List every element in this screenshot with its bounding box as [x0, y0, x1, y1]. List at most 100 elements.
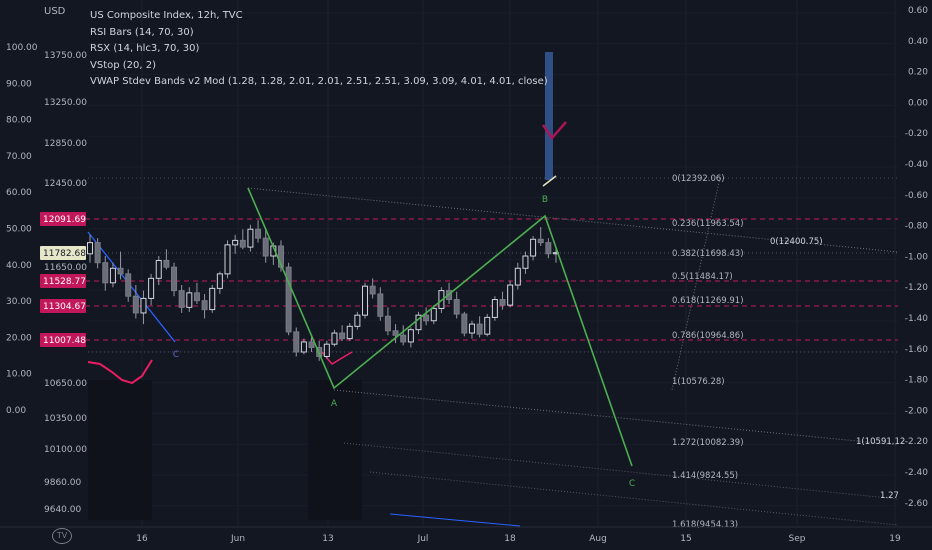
right-axis-tick: -0.60: [905, 191, 929, 201]
osc-axis-tick: 10.00: [6, 370, 32, 380]
osc-axis-tick: 80.00: [6, 116, 32, 126]
candle-body: [186, 292, 193, 308]
currency-label: USD: [44, 6, 66, 17]
price-badge: [40, 212, 86, 226]
candle-body: [530, 238, 537, 257]
candle-body: [362, 285, 369, 316]
time-axis-tick: 19: [889, 534, 901, 544]
price-axis-tick: 10650.00: [44, 379, 87, 389]
right-axis-tick: -2.40: [905, 468, 929, 478]
trend-line-blue: [389, 513, 521, 527]
wave-label: B: [542, 195, 548, 205]
candle-body: [247, 228, 254, 248]
channel-upper-line: [247, 187, 899, 253]
fib-level-label: 1(10576.28): [672, 377, 725, 387]
osc-axis-tick: 20.00: [6, 333, 32, 343]
indicator-bar: [545, 52, 553, 180]
legend-indicator-rsi-bars[interactable]: RSI Bars (14, 70, 30): [90, 26, 194, 38]
candle-body: [377, 293, 384, 317]
fib-level-label: 0.618(11269.91): [672, 296, 744, 306]
candle-body: [155, 259, 162, 279]
candle-body: [87, 242, 93, 255]
fib-level-label: 1.272(10082.39): [672, 438, 744, 448]
candle-body: [171, 266, 178, 292]
legend-indicator-rsx[interactable]: RSX (14, hlc3, 70, 30): [90, 43, 200, 54]
right-axis-tick: -2.60: [905, 499, 929, 509]
price-badge-label: 12091.69: [43, 215, 86, 225]
osc-axis-tick: 30.00: [6, 297, 32, 307]
candle-body: [339, 332, 346, 340]
price-axis-tick: 11650.00: [44, 263, 87, 273]
candle-body: [102, 262, 109, 284]
candle-body: [193, 292, 200, 302]
channel-line: [343, 442, 899, 500]
candle-body: [522, 255, 529, 269]
candle-body: [331, 332, 338, 345]
legend-indicator-vstop[interactable]: VStop (20, 2): [90, 59, 157, 71]
time-axis-tick: 15: [680, 534, 691, 544]
candle-body: [277, 245, 284, 268]
candle-body: [499, 299, 506, 306]
candle-body: [354, 314, 361, 327]
right-axis-tick: -2.20: [905, 437, 929, 447]
checkmark-icon: [541, 121, 567, 141]
trend-line-blue: [87, 231, 176, 343]
right-axis-tick: -1.80: [905, 376, 929, 386]
candle-body: [224, 244, 231, 275]
time-axis-tick: Sep: [789, 534, 806, 544]
candle-body: [232, 239, 239, 246]
price-badge-label: 11528.77: [43, 277, 86, 287]
volume-shade: [308, 380, 362, 520]
osc-axis-tick: 100.00: [6, 43, 38, 53]
legend-title[interactable]: US Composite Index, 12h, TVC: [90, 10, 243, 21]
price-badge: [40, 299, 86, 313]
candle-body: [308, 341, 315, 349]
right-axis-tick: 0.40: [908, 37, 928, 47]
candle-body: [415, 314, 422, 331]
candle-body: [201, 300, 208, 311]
candle-body: [453, 299, 460, 315]
right-axis-tick: -1.20: [905, 283, 929, 293]
osc-axis-tick: 90.00: [6, 79, 32, 89]
price-axis-tick: 9640.00: [44, 505, 81, 515]
right-axis-tick: -1.00: [905, 252, 929, 262]
candle-body: [94, 242, 101, 264]
legend-indicator-vwap-bands[interactable]: VWAP Stdev Bands v2 Mod (1.28, 1.28, 2.0…: [90, 76, 548, 87]
fib-level-label: 1.618(9454.13): [672, 520, 738, 530]
candle-body: [163, 259, 170, 268]
candle-body: [178, 290, 185, 308]
osc-axis-tick: 50.00: [6, 225, 32, 235]
candle-body: [300, 341, 307, 353]
price-axis-tick: 12450.00: [44, 179, 87, 189]
fib-level-label: 0(12392.06): [672, 174, 725, 184]
osc-axis-tick: 0.00: [6, 406, 26, 416]
candle-body: [209, 287, 216, 311]
osc-axis-tick: 60.00: [6, 188, 32, 198]
fib-extension-label: 1(10591.12: [856, 437, 905, 447]
candle-body: [117, 267, 124, 275]
volume-shade: [88, 380, 152, 520]
candle-body: [148, 277, 155, 299]
right-axis-tick: -0.20: [905, 129, 929, 139]
candle-body: [407, 329, 414, 343]
price-badge: [40, 333, 86, 347]
candle-body: [255, 228, 262, 239]
candle-body: [239, 239, 246, 248]
right-axis-tick: -0.40: [905, 160, 929, 170]
rsx-curve: [87, 359, 153, 385]
price-badge-label: 11007.48: [43, 336, 86, 346]
chart-legend: US Composite Index, 12h, TVC RSI Bars (1…: [90, 8, 548, 91]
price-axis-tick: 13250.00: [44, 98, 87, 108]
candle-body: [132, 295, 139, 314]
fib-level-label: 0.5(11484.17): [672, 272, 733, 282]
fib-extension-label: 0(12400.75): [770, 237, 823, 247]
candle-body: [323, 343, 330, 357]
right-axis-tick: -0.80: [905, 222, 929, 232]
price-badge: [40, 246, 86, 260]
tradingview-logo-icon[interactable]: TV: [52, 528, 72, 544]
candle-body: [392, 330, 399, 336]
candle-body: [507, 284, 514, 306]
price-axis-tick: 12850.00: [44, 139, 87, 149]
